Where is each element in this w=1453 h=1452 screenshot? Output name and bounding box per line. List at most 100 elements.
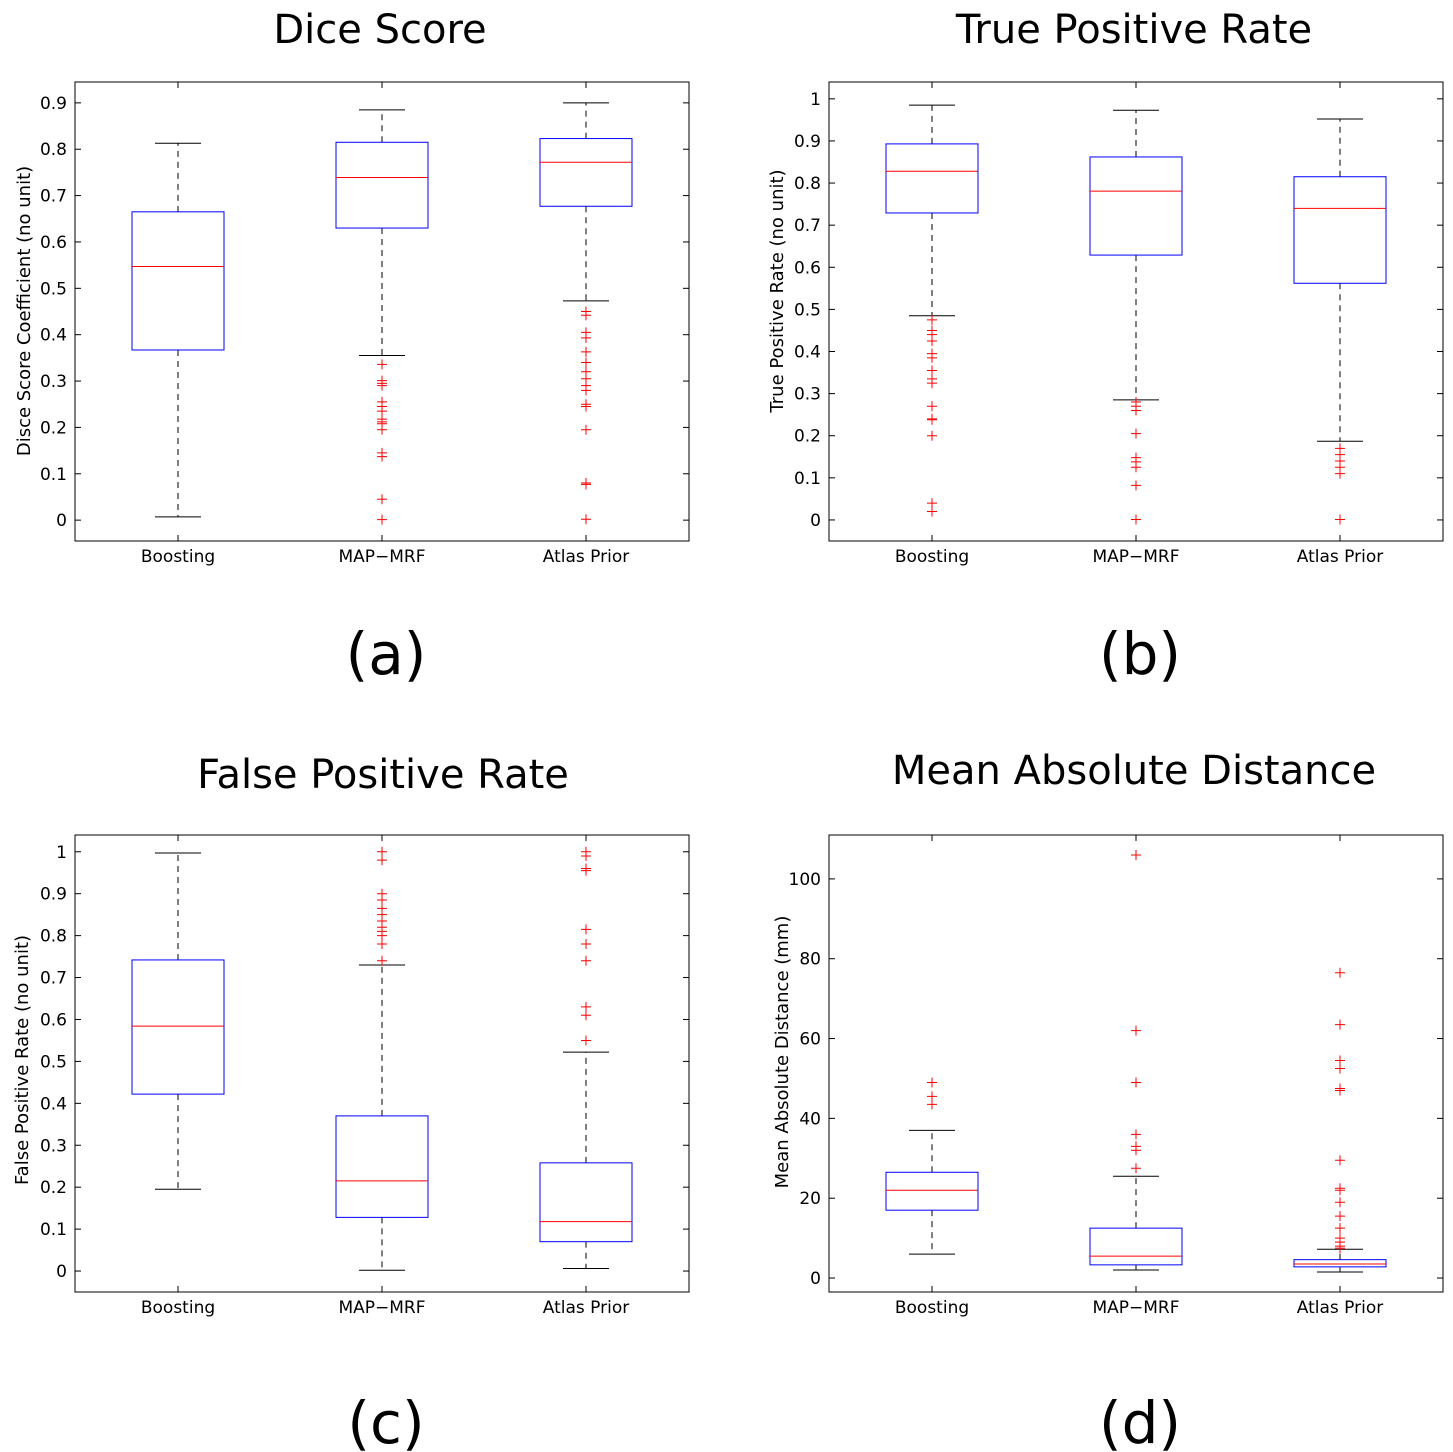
x-tick-label: Atlas Prior <box>1297 1298 1383 1318</box>
outlier-marker <box>581 939 591 950</box>
outlier-marker <box>1335 967 1345 978</box>
box-1 <box>1089 109 1183 525</box>
box-0 <box>131 852 225 1190</box>
x-tick-label: Boosting <box>895 1298 969 1318</box>
outlier-marker <box>581 346 591 357</box>
outlier-marker <box>1335 1185 1345 1196</box>
outlier-marker <box>581 1035 591 1046</box>
box-2 <box>539 846 633 1270</box>
y-tick-label: 0.1 <box>40 1220 67 1240</box>
box-0 <box>131 142 225 518</box>
outlier-marker <box>581 479 591 490</box>
y-tick-label: 1 <box>56 843 67 863</box>
box-2 <box>1293 967 1387 1273</box>
y-tick-label: 0.3 <box>40 1136 67 1156</box>
y-tick-label: 0.2 <box>40 1178 67 1198</box>
plot-frame <box>74 81 690 542</box>
y-tick-label: 0.4 <box>40 326 67 346</box>
y-tick-label: 0.8 <box>794 174 821 194</box>
x-tick-label: Atlas Prior <box>1297 547 1383 567</box>
outlier-marker <box>927 498 937 509</box>
outlier-marker <box>1335 1211 1345 1222</box>
outlier-marker <box>377 514 387 525</box>
y-tick-label: 0.6 <box>794 258 821 278</box>
panel-d: Mean Absolute Distance Mean Absolute Dis… <box>772 748 1444 1452</box>
outlier-marker <box>927 314 937 325</box>
x-tick-label: MAP−MRF <box>1092 547 1179 567</box>
outlier-marker <box>927 506 937 517</box>
outlier-marker <box>927 1077 937 1088</box>
panel-label-d: (d) <box>1099 1389 1181 1452</box>
outlier-marker <box>581 332 591 343</box>
box-0 <box>885 104 979 517</box>
y-axis-label-a: Disce Score Coefficient (no unit) <box>14 166 35 456</box>
outlier-marker <box>1335 1223 1345 1234</box>
outlier-marker <box>581 357 591 368</box>
outlier-marker <box>1335 1243 1345 1254</box>
x-tick-label: Boosting <box>141 1298 215 1318</box>
y-tick-label: 0.3 <box>794 385 821 405</box>
iqr-box <box>539 1162 633 1243</box>
x-tick-label: MAP−MRF <box>338 547 425 567</box>
x-tick-label: MAP−MRF <box>338 1298 425 1318</box>
outlier-marker <box>1131 1077 1141 1088</box>
y-tick-label: 60 <box>799 1030 821 1050</box>
x-tick-label: Atlas Prior <box>543 1298 629 1318</box>
outlier-marker <box>581 385 591 396</box>
outlier-marker <box>1131 1129 1141 1140</box>
outlier-marker <box>1335 1085 1345 1096</box>
y-tick-label: 0.4 <box>40 1094 67 1114</box>
outlier-marker <box>927 1099 937 1110</box>
outlier-marker <box>377 359 387 370</box>
outlier-marker <box>1131 1025 1141 1036</box>
y-tick-label: 0.5 <box>40 279 67 299</box>
box-2 <box>539 102 633 525</box>
y-tick-label: 0.6 <box>40 1010 67 1030</box>
y-tick-label: 0 <box>56 1262 67 1282</box>
outlier-marker <box>581 850 591 861</box>
iqr-box <box>131 959 225 1095</box>
iqr-box <box>131 211 225 351</box>
outlier-marker <box>377 955 387 966</box>
outlier-marker <box>377 894 387 905</box>
y-tick-label: 0.7 <box>40 187 67 207</box>
y-tick-label: 0.5 <box>40 1052 67 1072</box>
y-tick-label: 0.1 <box>40 465 67 485</box>
box-1 <box>335 109 429 525</box>
outlier-marker <box>1131 514 1141 525</box>
outlier-marker <box>377 451 387 462</box>
box-1 <box>335 846 429 1271</box>
y-tick-label: 0.4 <box>794 343 821 363</box>
y-tick-label: 0 <box>810 1269 821 1289</box>
box-2 <box>1293 118 1387 525</box>
y-tick-label: 0.8 <box>40 927 67 947</box>
iqr-box <box>335 1115 429 1218</box>
outlier-marker <box>1335 468 1345 479</box>
x-tick-label: MAP−MRF <box>1092 1298 1179 1318</box>
plot-c: 0 0.1 0.2 0.3 0.4 0.5 0.6 0.7 0.8 0.9 1 Boosting MAP… <box>40 834 690 1318</box>
panel-label-c: (c) <box>347 1389 424 1452</box>
outlier-marker <box>377 846 387 857</box>
outlier-marker <box>927 430 937 441</box>
y-tick-label: 0 <box>810 511 821 531</box>
iqr-box <box>1293 1259 1387 1268</box>
outlier-marker <box>1335 1155 1345 1166</box>
iqr-box <box>1089 1227 1183 1266</box>
x-tick-label: Atlas Prior <box>543 547 629 567</box>
outlier-marker <box>377 930 387 941</box>
y-tick-label: 0 <box>56 511 67 531</box>
outlier-marker <box>1131 1145 1141 1156</box>
panel-c: False Positive Rate False Positive Rate … <box>12 752 690 1452</box>
y-tick-label: 0.3 <box>40 372 67 392</box>
outlier-marker <box>927 365 937 376</box>
panel-b: True Positive Rate True Positive Rate (n… <box>767 7 1444 688</box>
y-tick-label: 0.8 <box>40 140 67 160</box>
outlier-marker <box>927 414 937 425</box>
outlier-marker <box>927 378 937 389</box>
outlier-marker <box>581 310 591 321</box>
outlier-marker <box>377 424 387 435</box>
outlier-marker <box>581 514 591 525</box>
outlier-marker <box>581 924 591 935</box>
outlier-marker <box>927 352 937 363</box>
